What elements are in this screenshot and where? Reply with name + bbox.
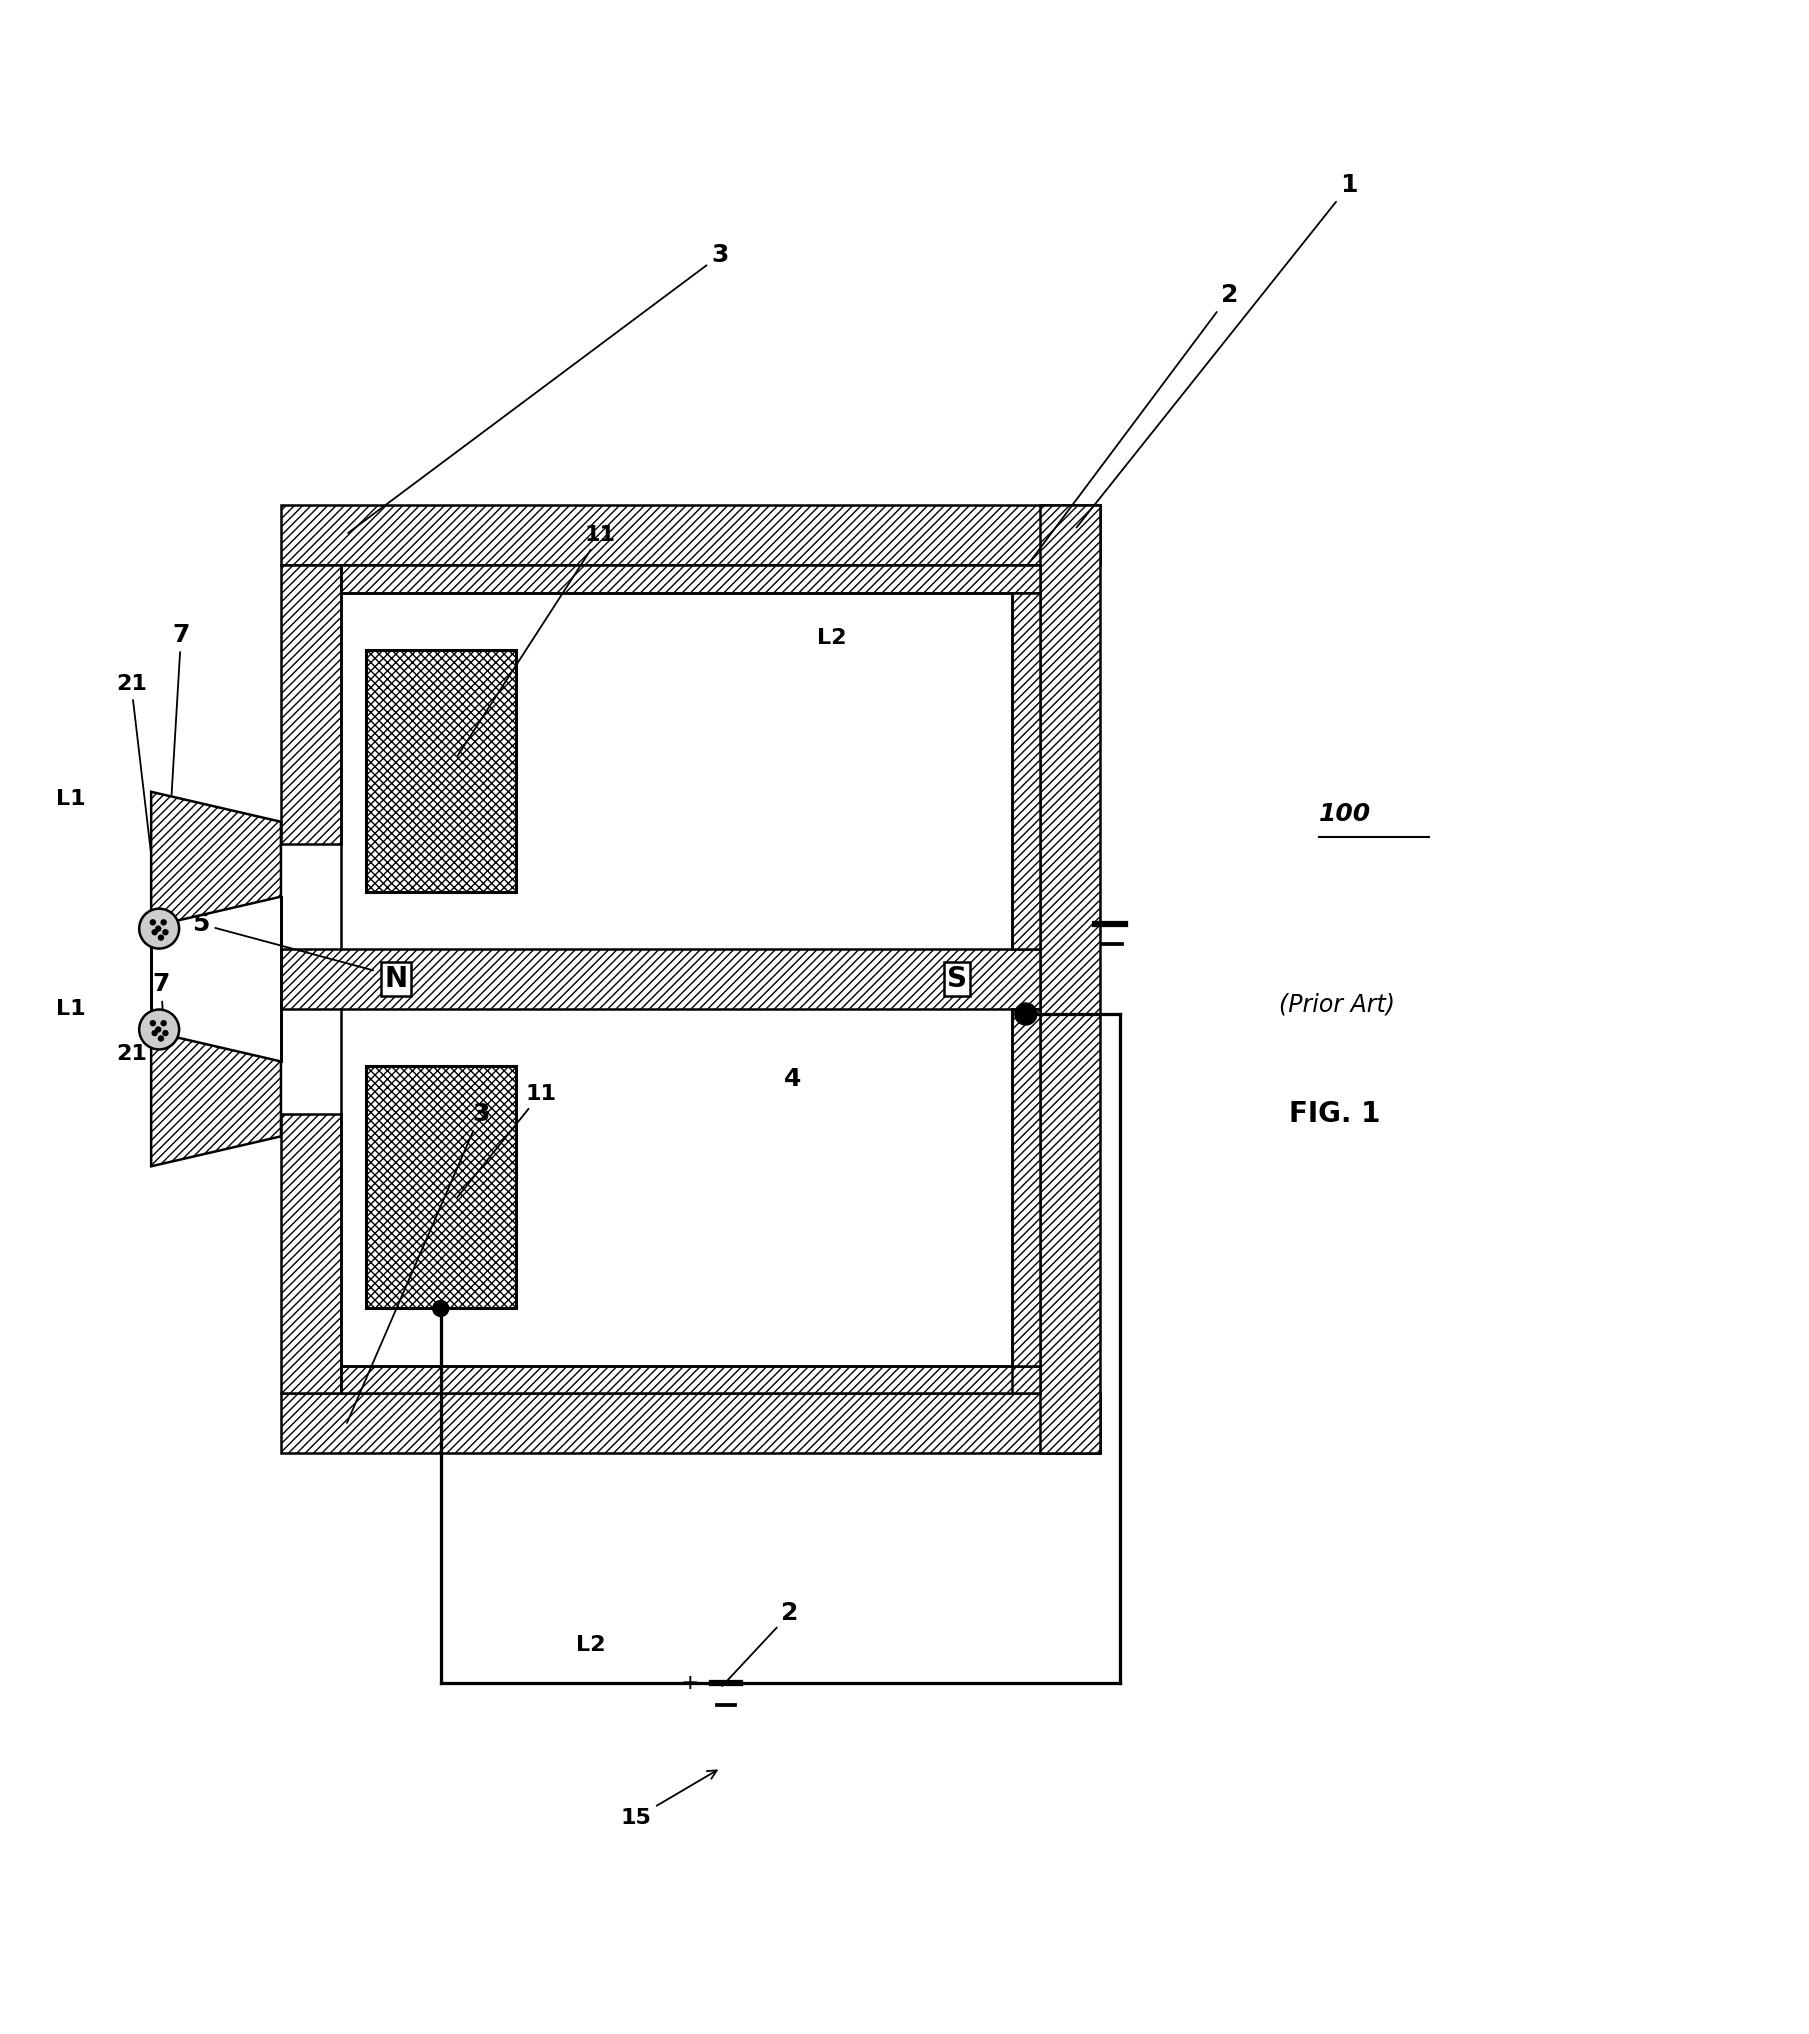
Text: 2: 2: [1029, 283, 1237, 561]
Text: 7: 7: [152, 972, 174, 1119]
Bar: [1011, 592, 1040, 950]
Circle shape: [163, 1031, 168, 1035]
Circle shape: [139, 909, 179, 948]
Text: 1: 1: [1076, 173, 1359, 527]
Circle shape: [156, 1027, 161, 1031]
Polygon shape: [152, 1031, 280, 1165]
Circle shape: [432, 1300, 449, 1316]
Circle shape: [150, 919, 156, 925]
Text: 4: 4: [783, 1068, 801, 1090]
Text: 3: 3: [347, 1102, 490, 1424]
Bar: [280, 1115, 340, 1393]
Bar: [340, 1365, 1040, 1393]
Bar: [1011, 1009, 1040, 1365]
Bar: [365, 649, 516, 893]
Text: 15: 15: [620, 1770, 716, 1829]
Bar: [365, 1066, 516, 1308]
Text: L2: L2: [818, 629, 847, 647]
Text: L2: L2: [575, 1635, 606, 1656]
Circle shape: [150, 1021, 156, 1025]
Bar: [280, 504, 1100, 565]
Bar: [1040, 504, 1100, 1454]
Bar: [280, 565, 340, 844]
Text: N: N: [384, 964, 407, 993]
Bar: [340, 592, 1011, 950]
Text: 7: 7: [165, 622, 190, 830]
Bar: [365, 649, 516, 893]
Polygon shape: [152, 791, 280, 928]
Text: 2: 2: [722, 1601, 800, 1686]
Circle shape: [152, 930, 157, 936]
Bar: [280, 1393, 1100, 1454]
Circle shape: [152, 1031, 157, 1035]
Circle shape: [156, 925, 161, 932]
Text: 21: 21: [116, 675, 159, 919]
Text: 100: 100: [1319, 801, 1371, 826]
Text: +: +: [680, 1674, 700, 1692]
Text: FIG. 1: FIG. 1: [1290, 1100, 1380, 1129]
Bar: [340, 1009, 1011, 1365]
Circle shape: [161, 1021, 166, 1025]
Circle shape: [163, 930, 168, 936]
Text: (Prior Art): (Prior Art): [1279, 993, 1395, 1017]
Circle shape: [1015, 1003, 1037, 1025]
Text: 11: 11: [458, 525, 617, 757]
Circle shape: [159, 1035, 163, 1041]
Text: 3: 3: [347, 242, 729, 533]
Text: S: S: [946, 964, 968, 993]
Text: 5: 5: [192, 911, 373, 970]
Bar: [340, 565, 1040, 592]
Text: L1: L1: [56, 789, 87, 810]
Text: L1: L1: [56, 999, 87, 1019]
Text: 21: 21: [116, 1037, 157, 1064]
Circle shape: [159, 936, 163, 940]
Text: 11: 11: [458, 1084, 555, 1198]
Circle shape: [161, 919, 166, 925]
Bar: [280, 950, 1040, 1009]
Circle shape: [139, 1009, 179, 1050]
Bar: [365, 1066, 516, 1308]
